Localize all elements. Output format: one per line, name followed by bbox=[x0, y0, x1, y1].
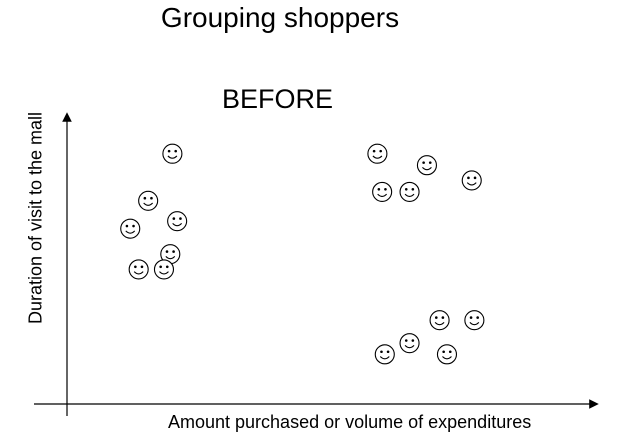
smiley-icon bbox=[153, 259, 175, 280]
chart-subtitle: BEFORE bbox=[222, 84, 334, 114]
smiley-icon bbox=[367, 143, 388, 164]
smiley-icon bbox=[399, 333, 420, 354]
smiley-icon bbox=[399, 181, 420, 202]
smiley-icon bbox=[162, 143, 183, 164]
smiley-icon bbox=[461, 170, 482, 191]
smiley-icon bbox=[416, 155, 437, 176]
x-axis-label: Amount purchased or volume of expenditur… bbox=[168, 412, 532, 432]
smiley-icon bbox=[374, 344, 395, 365]
smiley-icon bbox=[160, 244, 181, 265]
data-points bbox=[120, 143, 485, 365]
smiley-icon bbox=[128, 259, 149, 280]
y-axis-label: Duration of visit to the mall bbox=[25, 111, 46, 325]
smiley-icon bbox=[436, 344, 458, 365]
chart-title: Grouping shoppers bbox=[160, 2, 400, 33]
smiley-icon bbox=[464, 310, 485, 331]
smiley-icon bbox=[372, 181, 393, 202]
smiley-icon bbox=[138, 190, 159, 211]
smiley-icon bbox=[429, 310, 450, 331]
smiley-icon bbox=[167, 211, 188, 232]
smiley-icon bbox=[120, 218, 141, 239]
